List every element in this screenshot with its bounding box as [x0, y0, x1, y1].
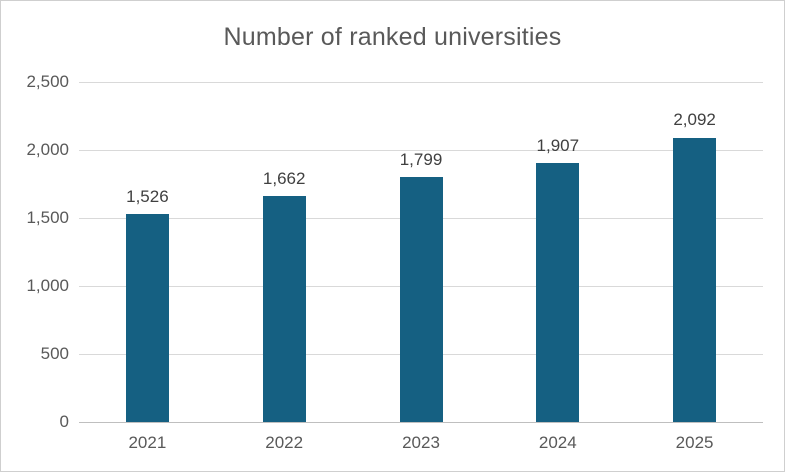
y-tick-label: 1,500 — [26, 208, 69, 227]
y-tick-label: 0 — [59, 412, 69, 431]
bar-value-label: 1,526 — [126, 187, 169, 207]
plot-area — [79, 82, 763, 423]
y-tick-label: 1,000 — [26, 276, 69, 295]
x-tick-label: 2024 — [538, 433, 577, 452]
gridline — [79, 150, 763, 151]
bar-value-label: 1,799 — [399, 150, 443, 170]
bar-2021 — [125, 214, 169, 422]
chart-title: Number of ranked universities — [223, 23, 562, 51]
x-axis-line — [79, 422, 763, 423]
y-tick-label: 2,000 — [26, 140, 69, 159]
bar-2025 — [673, 137, 717, 422]
y-tick-label: 500 — [40, 344, 69, 363]
gridline — [79, 82, 763, 83]
x-tick-label: 2022 — [265, 433, 304, 452]
bar-value-label: 1,662 — [262, 168, 306, 188]
x-tick-label: 2025 — [675, 433, 714, 452]
bar-2022 — [262, 195, 306, 422]
x-tick-label: 2021 — [128, 433, 167, 452]
x-tick-label: 2023 — [402, 433, 440, 452]
bar-2024 — [536, 162, 580, 422]
bar-2023 — [399, 177, 443, 422]
y-tick-label: 2,500 — [26, 72, 69, 91]
bar-value-label: 2,092 — [673, 110, 716, 130]
bar-value-label: 1,907 — [536, 135, 580, 155]
